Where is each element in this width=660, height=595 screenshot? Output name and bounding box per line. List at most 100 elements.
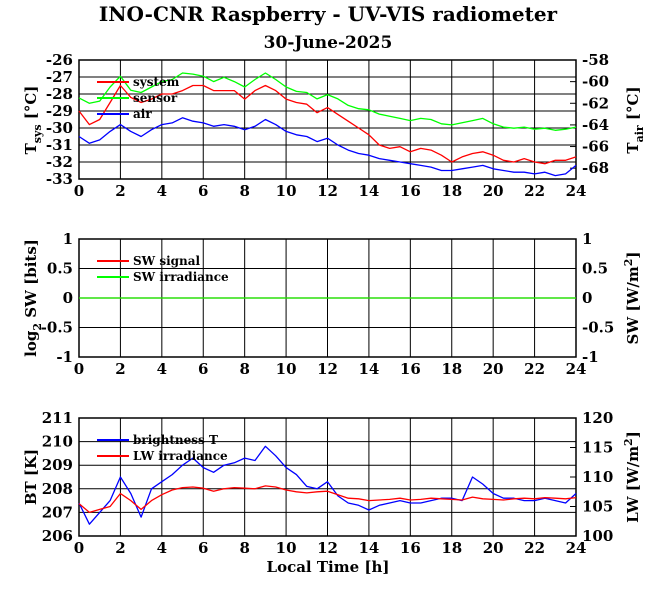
plot-frame [78,59,577,180]
x-tick-label: 12 [317,360,338,378]
x-axis-label: Local Time [h] [267,558,390,576]
plot-frame [78,417,577,537]
x-tick-label: 18 [441,360,462,378]
y-left-tick-label: -28 [46,85,73,103]
x-tick-label: 12 [317,539,338,557]
y-right-axis-label: SW [W/m2] [622,252,642,345]
x-tick-label: 10 [276,539,297,557]
y-left-tick-label: 206 [42,527,73,545]
x-tick-label: 6 [198,360,208,378]
x-tick-label: 0 [74,182,84,200]
y-right-axis-label: LW [W/m2] [622,431,642,523]
x-tick-label: 18 [441,539,462,557]
x-tick-label: 22 [524,182,545,200]
y-left-tick-label: -0.5 [41,319,73,337]
series-line-system [78,84,577,165]
y-left-tick-label: 211 [42,409,73,427]
series-line-sensor [78,72,577,131]
x-tick-label: 14 [358,182,379,200]
x-tick-label: 2 [115,360,125,378]
y-right-axis-label: Tair [°C] [624,86,646,153]
x-tick-label: 4 [157,182,167,200]
x-tick-label: 8 [239,539,249,557]
y-left-tick-label: -27 [46,68,73,86]
y-left-tick-label: -26 [46,51,73,69]
legend-label: air [133,107,152,121]
series-line-brightness-t [78,445,577,525]
y-right-tick-label: 100 [582,527,613,545]
panel-2: 0 2 4 6 8 10 12 14 16 18 20 22 2410.50-0.5-110.50-0.… [22,230,642,378]
x-tick-label: 16 [400,539,421,557]
x-tick-label: 6 [198,182,208,200]
y-left-tick-label: 0.5 [47,260,73,278]
legend-label: LW irradiance [133,449,228,463]
y-right-tick-label: -66 [582,138,609,156]
x-tick-label: 10 [276,360,297,378]
series-line-lw-irradiance [78,485,577,514]
y-left-tick-label: 0 [63,289,73,307]
y-left-tick-label: -31 [46,136,73,154]
x-tick-label: 16 [400,182,421,200]
x-tick-label: 24 [566,360,587,378]
x-tick-label: 20 [483,182,504,200]
legend-label: SW signal [133,254,201,268]
y-left-tick-label: -30 [46,119,73,137]
x-tick-label: 4 [157,539,167,557]
y-right-tick-label: 115 [582,439,613,457]
x-tick-label: 8 [239,182,249,200]
x-tick-label: 4 [157,360,167,378]
y-right-tick-label: 0 [582,289,592,307]
legend-label: brightness T [133,433,218,447]
y-right-tick-label: 105 [582,498,613,516]
y-right-tick-label: -68 [582,159,609,177]
y-right-tick-label: -58 [582,51,609,69]
x-tick-label: 24 [566,539,587,557]
x-tick-label: 22 [524,539,545,557]
x-tick-label: 20 [483,360,504,378]
x-tick-label: 0 [74,539,84,557]
y-right-tick-label: 1 [582,230,592,248]
y-left-tick-label: 210 [42,433,73,451]
y-left-tick-label: 208 [42,480,73,498]
y-right-tick-label: 0.5 [582,260,608,278]
x-tick-label: 16 [400,360,421,378]
y-left-tick-label: 1 [63,230,73,248]
x-tick-label: 0 [74,360,84,378]
y-right-tick-label: -0.5 [582,319,614,337]
x-tick-label: 2 [115,182,125,200]
x-tick-label: 14 [358,539,379,557]
y-left-axis-label: BT [K] [22,449,40,505]
y-left-tick-label: 207 [42,503,73,521]
chart-title: INO-CNR Raspberry - UV-VIS radiometer [99,2,558,26]
y-right-tick-label: -1 [582,348,599,366]
y-left-tick-label: 209 [42,456,73,474]
y-left-tick-label: -33 [46,170,73,188]
y-right-tick-label: -62 [582,94,609,112]
chart-date: 30-June-2025 [264,33,393,53]
legend-label: system [133,75,180,89]
y-left-tick-label: -1 [56,348,73,366]
panel-1: 0 2 4 6 8 10 12 14 16 18 20 22 24-26-27-28-29-30-31-… [22,51,646,200]
y-right-tick-label: 110 [582,468,613,486]
x-tick-label: 22 [524,360,545,378]
x-tick-label: 2 [115,539,125,557]
x-tick-label: 8 [239,360,249,378]
x-tick-label: 10 [276,182,297,200]
series-line-air [78,117,577,177]
y-right-tick-label: -64 [582,116,609,134]
panel-3: 0 2 4 6 8 10 12 14 16 18 20 22 242112102092082072061… [22,409,642,557]
y-right-tick-label: -60 [582,73,609,91]
y-left-tick-label: -32 [46,153,73,171]
y-left-tick-label: -29 [46,102,73,120]
x-tick-label: 20 [483,539,504,557]
y-left-axis-label: log2 SW [bits] [22,239,44,357]
y-left-axis-label: Tsys [°C] [22,86,44,155]
y-right-tick-label: 120 [582,409,613,427]
legend-label: SW irradiance [133,270,229,284]
x-tick-label: 14 [358,360,379,378]
x-tick-label: 6 [198,539,208,557]
legend-label: sensor [133,91,178,105]
x-tick-label: 18 [441,182,462,200]
x-tick-label: 12 [317,182,338,200]
